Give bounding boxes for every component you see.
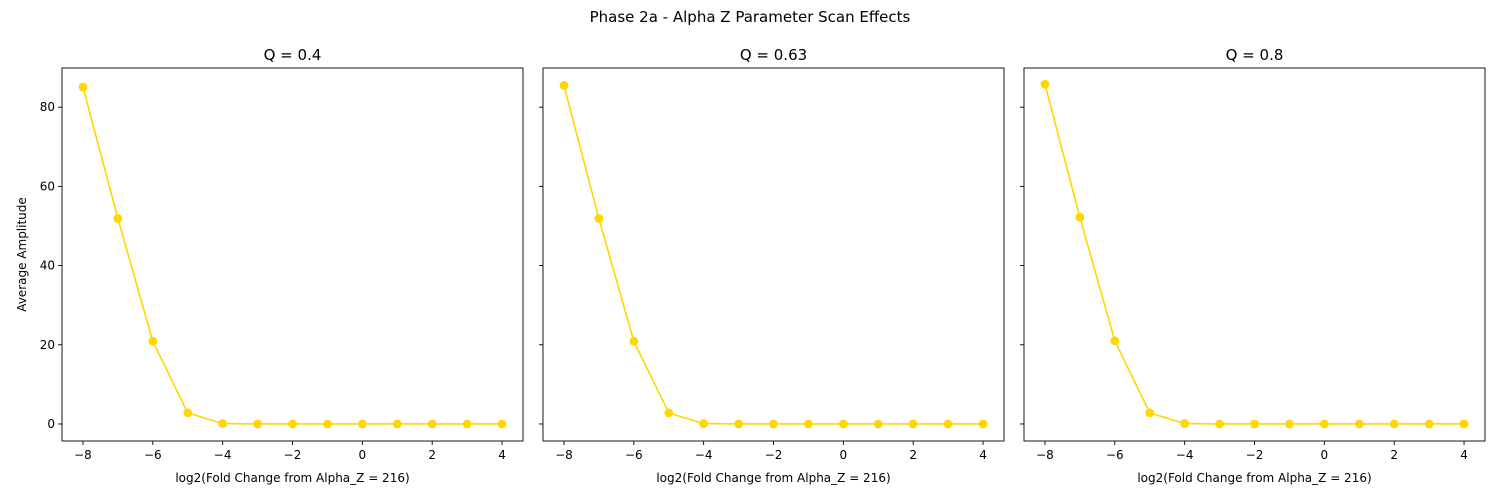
plot-frame [61, 67, 524, 442]
y-tick-label: 40 [40, 259, 55, 273]
x-tick-label: −2 [1246, 448, 1264, 462]
x-tick-label: 2 [1390, 448, 1398, 462]
data-point [943, 419, 953, 429]
x-tick-label: −6 [625, 448, 643, 462]
data-point [218, 419, 228, 428]
data-point [357, 419, 367, 429]
subplot-title: Q = 0.8 [1226, 46, 1284, 64]
data-point [1250, 419, 1259, 429]
subplot-title: Q = 0.63 [740, 46, 807, 64]
data-point [1040, 79, 1050, 89]
x-axis-label: log2(Fold Change from Alpha_Z = 216) [1137, 471, 1371, 485]
x-tick-label: −8 [1036, 448, 1054, 462]
subplot-3: Q = 0.8 −8 −6 −4 −2 0 2 4 log2(Fold Change from … [1020, 46, 1486, 485]
data-point [1389, 419, 1399, 429]
data-point [804, 419, 813, 429]
data-point [323, 419, 332, 429]
data-point [559, 81, 569, 90]
data-point [427, 419, 437, 429]
x-tick-label: −2 [765, 448, 783, 462]
series-line [563, 85, 984, 425]
y-tick-label: 60 [40, 179, 55, 193]
x-tick-label: −8 [74, 448, 92, 462]
data-point [1110, 336, 1120, 346]
data-point [1285, 419, 1294, 429]
x-tick-label: 0 [359, 448, 367, 462]
data-point [497, 419, 507, 429]
data-point [1215, 419, 1224, 429]
x-tick-label: 0 [840, 448, 848, 462]
x-tick-label: −2 [284, 448, 302, 462]
data-point [78, 82, 88, 92]
data-point [1180, 419, 1190, 428]
data-point [148, 336, 158, 346]
x-tick-label: −8 [555, 448, 573, 462]
x-tick-label: −4 [214, 448, 232, 462]
y-axis-label: Average Amplitude [15, 197, 29, 312]
data-point [1459, 419, 1469, 429]
data-point [253, 419, 262, 429]
data-point [1424, 419, 1434, 429]
data-point [908, 419, 918, 429]
series-line [82, 86, 503, 425]
x-tick-label: 4 [979, 448, 987, 462]
data-point [838, 419, 848, 429]
x-tick-label: −4 [695, 448, 713, 462]
x-tick-label: −6 [1106, 448, 1124, 462]
data-point [594, 214, 604, 223]
x-tick-label: −4 [1176, 448, 1194, 462]
data-point [462, 419, 472, 429]
data-point [288, 419, 297, 429]
plot-frame [542, 67, 1005, 442]
x-tick-label: 4 [1460, 448, 1468, 462]
data-point [629, 336, 639, 346]
data-point [734, 419, 743, 429]
figure-suptitle: Phase 2a - Alpha Z Parameter Scan Effect… [590, 8, 911, 26]
subplot-title: Q = 0.4 [264, 46, 322, 64]
data-point [978, 419, 988, 429]
x-tick-label: 2 [428, 448, 436, 462]
data-point [664, 408, 674, 418]
data-point [183, 408, 193, 418]
data-point [392, 419, 402, 429]
y-tick-label: 0 [47, 417, 55, 431]
x-axis-label: log2(Fold Change from Alpha_Z = 216) [175, 471, 409, 485]
data-point [1354, 419, 1364, 429]
data-point [113, 214, 123, 223]
data-point [873, 419, 883, 429]
series-line [1044, 84, 1465, 425]
x-tick-label: 2 [909, 448, 917, 462]
x-tick-label: −6 [144, 448, 162, 462]
data-point [769, 419, 778, 429]
data-point [699, 419, 709, 428]
x-axis-label: log2(Fold Change from Alpha_Z = 216) [656, 471, 890, 485]
y-tick-label: 80 [40, 100, 55, 114]
subplot-2: Q = 0.63 −8 −6 −4 −2 0 2 4 log2(Fold Change from… [539, 46, 1005, 485]
data-point [1319, 419, 1329, 429]
plot-frame [1023, 67, 1486, 442]
x-tick-label: 4 [498, 448, 506, 462]
data-point [1145, 408, 1155, 418]
x-tick-label: 0 [1321, 448, 1329, 462]
data-point [1075, 212, 1085, 222]
y-tick-label: 20 [40, 338, 55, 352]
